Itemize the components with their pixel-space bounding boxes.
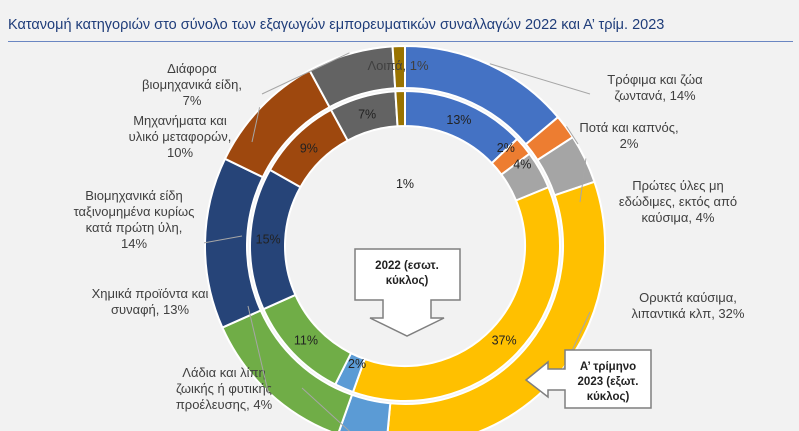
inner-label-8: 7% xyxy=(358,107,376,121)
leader-line-6 xyxy=(203,235,243,244)
chart-title: Κατανομή κατηγοριών στο σύνολο των εξαγω… xyxy=(8,17,665,33)
inner-label-4: 2% xyxy=(348,357,366,371)
inner-label-0: 13% xyxy=(446,113,471,127)
title-divider xyxy=(8,41,793,42)
outer-label-7: Μηχανήματα και υλικό μεταφορών, 10% xyxy=(129,113,232,160)
inner-label-3: 37% xyxy=(492,334,517,348)
leader-line-5 xyxy=(247,305,269,394)
inner-label-7: 9% xyxy=(300,141,318,155)
leader-line-4 xyxy=(301,387,350,431)
outer-label-8: Διάφορα βιομηχανικά είδη, 7% xyxy=(142,61,242,108)
callout-inner-text: 2022 (εσωτ. κύκλος) xyxy=(375,260,439,287)
callout-inner-box xyxy=(354,248,461,337)
outer-slice-9 xyxy=(391,44,406,90)
inner-label-1: 2% xyxy=(497,141,515,155)
leader-line-8 xyxy=(261,52,350,95)
inner-label-9: 1% xyxy=(396,177,414,191)
outer-label-0: Τρόφιμα και ζώα ζωντανά, 14% xyxy=(607,72,703,103)
outer-label-2: Πρώτες ύλες μη εδώδιμες, εκτός από καύσιμα… xyxy=(619,178,737,225)
callout-outer-box xyxy=(524,349,652,409)
outer-label-1: Ποτά και καπνός, 2% xyxy=(579,120,678,151)
inner-label-5: 11% xyxy=(294,334,318,348)
outer-label-9: Λοιπά, 1% xyxy=(367,58,429,73)
callout-outer-text: Α’ τρίμηνο 2023 (εξωτ. κύκλος) xyxy=(578,361,639,403)
leader-line-2 xyxy=(579,158,587,203)
leader-line-0 xyxy=(489,63,591,95)
inner-slice-9 xyxy=(394,89,406,128)
outer-label-4: Λάδια και λίπη ζωικής ή φυτικής προέλευσης… xyxy=(176,365,273,412)
leader-line-7 xyxy=(251,107,261,143)
inner-label-6: 15% xyxy=(256,233,281,247)
outer-label-6: Βιομηχανικά είδη ταξινομημένα κυρίως κατά … xyxy=(74,188,195,251)
inner-label-2: 4% xyxy=(513,158,531,172)
outer-label-5: Χημικά προϊόντα και συναφή, 13% xyxy=(92,286,209,317)
outer-label-3: Ορυκτά καύσιμα, λιπαντικά κλπ, 32% xyxy=(632,290,745,321)
leader-line-1 xyxy=(566,126,579,145)
